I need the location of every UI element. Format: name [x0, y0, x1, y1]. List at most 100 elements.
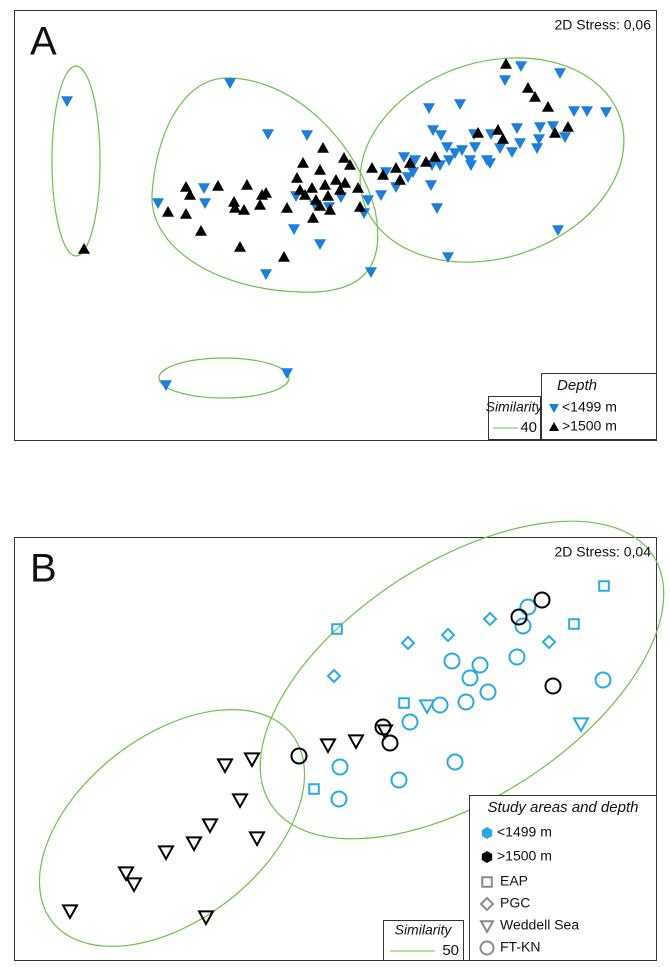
point	[398, 697, 410, 709]
similarity-contour	[151, 77, 379, 293]
legend-title: Similarity	[395, 922, 453, 938]
point	[281, 202, 293, 213]
point	[352, 182, 364, 193]
point	[61, 904, 79, 921]
point	[427, 125, 439, 136]
legend-value: 40	[520, 419, 537, 436]
point	[440, 627, 456, 643]
point	[306, 182, 318, 193]
point	[248, 831, 266, 848]
point	[117, 866, 135, 883]
panel-frame	[14, 537, 657, 961]
point	[365, 267, 377, 278]
point	[262, 129, 274, 140]
point	[362, 195, 374, 206]
point	[281, 368, 293, 379]
point	[307, 212, 319, 223]
point	[418, 699, 436, 716]
point	[390, 162, 402, 173]
point	[330, 174, 342, 185]
point	[331, 758, 349, 776]
point	[479, 683, 497, 701]
legend-box	[383, 920, 464, 961]
similarity-contour	[51, 65, 101, 257]
point	[199, 198, 211, 209]
point	[572, 717, 590, 734]
point	[471, 656, 489, 674]
point	[260, 187, 272, 198]
point	[482, 611, 498, 627]
point	[402, 172, 414, 183]
point	[531, 143, 543, 154]
point	[297, 157, 309, 168]
point	[568, 106, 580, 117]
point	[425, 180, 437, 191]
point	[381, 734, 399, 752]
point	[319, 179, 331, 190]
point	[308, 783, 320, 795]
point	[390, 182, 402, 193]
legend-marker	[481, 827, 493, 839]
legend-marker	[549, 404, 559, 413]
point	[581, 106, 593, 117]
point	[254, 199, 266, 210]
legend-label: >1500 m	[562, 418, 617, 434]
point	[568, 618, 580, 630]
point	[529, 91, 541, 102]
point	[511, 123, 523, 134]
legend-box	[488, 396, 541, 440]
point	[499, 75, 511, 86]
legend-marker	[549, 422, 559, 431]
point	[238, 204, 250, 215]
legend-marker	[479, 920, 495, 935]
point	[562, 121, 574, 132]
point	[522, 82, 534, 93]
legend-title: Similarity	[486, 399, 544, 415]
point	[472, 127, 484, 138]
point	[494, 143, 506, 154]
stress-label: 2D Stress: 0,06	[555, 17, 652, 33]
point	[290, 747, 308, 765]
point	[423, 103, 435, 114]
point	[339, 177, 351, 188]
point	[228, 196, 240, 207]
point	[197, 910, 215, 927]
point	[390, 771, 408, 789]
point	[404, 157, 416, 168]
legend-label: >1500 m	[497, 848, 552, 864]
point	[374, 718, 392, 736]
point	[515, 61, 527, 72]
point	[184, 189, 196, 200]
stress-label: 2D Stress: 0,04	[555, 544, 652, 560]
point	[180, 208, 192, 219]
point	[278, 251, 290, 262]
point	[334, 184, 346, 195]
point	[552, 225, 564, 236]
point	[442, 252, 454, 263]
point	[162, 206, 174, 217]
legend-label: Weddell Sea	[500, 917, 579, 933]
point	[301, 130, 313, 141]
point	[195, 225, 207, 236]
point	[435, 130, 447, 141]
panel-frame	[14, 10, 657, 441]
point	[500, 58, 512, 69]
point	[407, 167, 419, 178]
point	[366, 162, 378, 173]
point	[375, 190, 387, 201]
point	[326, 668, 342, 684]
point	[465, 160, 477, 171]
point	[330, 790, 348, 808]
point	[260, 269, 272, 280]
point	[401, 713, 419, 731]
point	[514, 138, 526, 149]
point	[492, 124, 504, 135]
point	[212, 180, 224, 191]
point	[322, 190, 334, 201]
point	[456, 145, 468, 156]
point	[429, 151, 441, 162]
legend-marker	[481, 876, 493, 888]
point	[506, 147, 518, 158]
legend-label: EAP	[500, 873, 528, 889]
